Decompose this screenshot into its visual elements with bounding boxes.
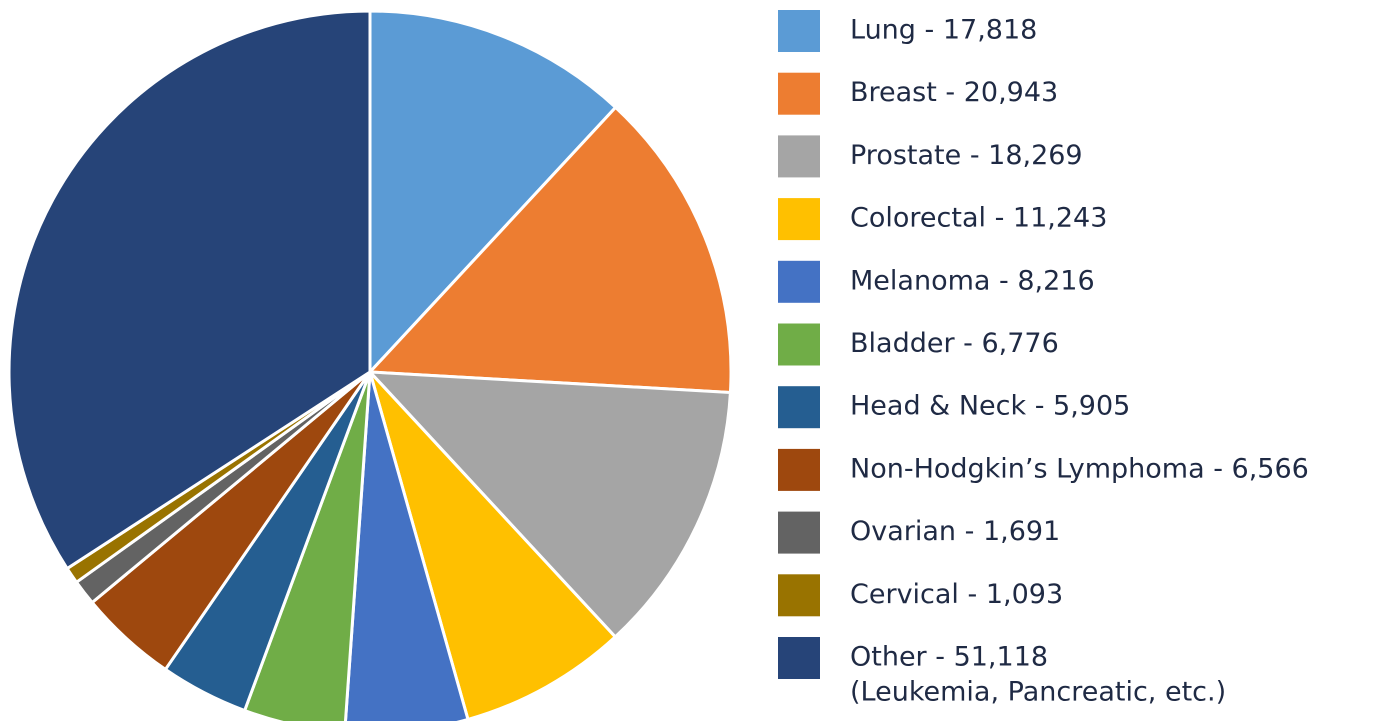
legend-label: Lung - 17,818 <box>850 15 1037 46</box>
legend-label: Non-Hodgkin’s Lymphoma - 6,566 <box>850 453 1309 484</box>
legend-swatch <box>778 72 820 115</box>
legend-label: Other - 51,118 <box>850 642 1048 673</box>
legend-swatch <box>778 637 820 679</box>
legend-label: Ovarian - 1,691 <box>850 516 1060 547</box>
legend-swatch <box>778 323 820 366</box>
legend-label: Head & Neck - 5,905 <box>850 391 1130 422</box>
legend-label: Prostate - 18,269 <box>850 140 1083 171</box>
legend-label: Breast - 20,943 <box>850 77 1058 108</box>
legend-swatch <box>778 260 820 303</box>
legend-swatch <box>778 135 820 178</box>
pie-slice <box>7 9 372 571</box>
legend-swatch <box>778 574 820 617</box>
legend-swatch <box>778 386 820 429</box>
pie-slice <box>366 370 733 640</box>
legend-swatch <box>778 10 820 52</box>
legend-label: Cervical - 1,093 <box>850 579 1063 610</box>
pie-slice <box>343 371 470 721</box>
legend-swatch <box>778 198 820 241</box>
legend-label: Colorectal - 11,243 <box>850 203 1107 234</box>
legend-label: Bladder - 6,776 <box>850 328 1059 359</box>
legend-label: Melanoma - 8,216 <box>850 265 1095 296</box>
legend-swatch <box>778 511 820 554</box>
pie-slice <box>368 9 618 376</box>
legend-swatch <box>778 448 820 491</box>
pie-slice <box>366 105 733 395</box>
legend-note: (Leukemia, Pancreatic, etc.) <box>850 677 1226 708</box>
pie-slice <box>368 370 618 721</box>
